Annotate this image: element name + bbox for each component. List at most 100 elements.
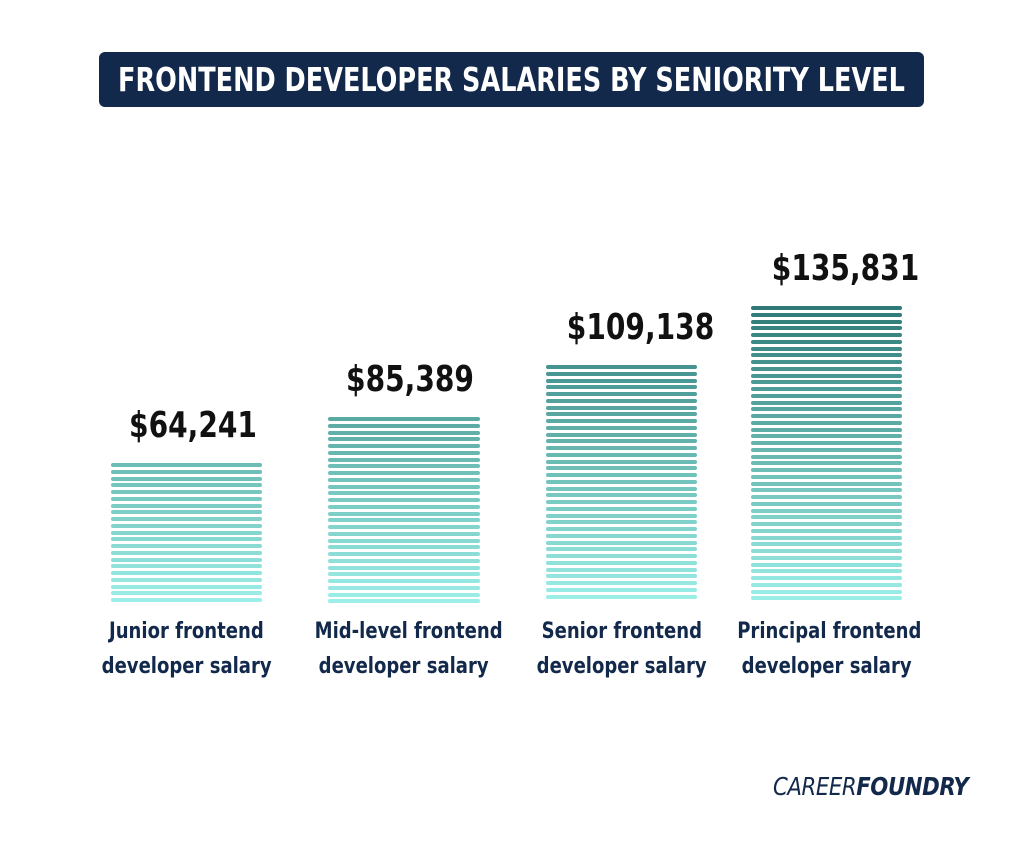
bar-group-junior: $64,241: [111, 0, 262, 604]
bar-stripe: [751, 312, 902, 317]
bar-stripe: [751, 515, 902, 520]
bar-stripe: [751, 495, 902, 499]
bar-stripe: [751, 528, 902, 533]
bar-stripe: [751, 393, 902, 398]
bar-stripe: [111, 537, 262, 542]
bar-stripe: [546, 398, 697, 403]
bar-stripe: [751, 373, 902, 378]
bar-stripe: [751, 434, 902, 439]
bar-stripe: [751, 360, 902, 364]
bar-stripe: [328, 599, 480, 604]
bar-stripe: [751, 427, 902, 432]
bar-stripe: [111, 523, 262, 528]
bar-stripe: [328, 531, 480, 536]
bar-stripe: [546, 567, 697, 572]
bar-stripe: [751, 508, 902, 513]
bar-stripe: [328, 538, 480, 543]
bar-stripe: [751, 468, 902, 472]
bar-stripe: [328, 585, 480, 590]
bar-stripe: [751, 380, 902, 385]
bar-stripe: [546, 547, 697, 552]
bar-stripe: [751, 387, 902, 391]
bar-stripe: [328, 504, 480, 509]
bar-stripe: [546, 560, 697, 565]
bar-stripe: [751, 353, 902, 358]
bar-stripe: [751, 576, 902, 580]
bar-stripe: [751, 319, 902, 324]
bar-junior: [111, 463, 262, 604]
bar-stripe: [328, 491, 480, 496]
bar-stripe: [546, 594, 697, 599]
bar-stripe: [751, 461, 902, 466]
bar-stripe: [328, 498, 480, 502]
value-label: $64,241: [129, 405, 257, 446]
bar-stripe: [751, 333, 902, 337]
bar-stripe: [328, 545, 480, 550]
bar-stripe: [546, 365, 697, 369]
bar-stripe: [328, 511, 480, 516]
bar-stripe: [546, 452, 697, 457]
bar-stripe: [546, 506, 697, 511]
bar-stripe: [751, 339, 902, 344]
bar-stripe: [751, 569, 902, 574]
bar-stripe: [111, 571, 262, 575]
bar-senior: [546, 365, 697, 604]
bar-stripe: [751, 454, 902, 459]
bar-stripe: [751, 447, 902, 452]
bar-stripe: [546, 520, 697, 525]
bar-stripe: [328, 464, 480, 469]
bar-stripe: [546, 412, 697, 417]
bar-stripe: [751, 562, 902, 567]
bar-stripe: [751, 326, 902, 331]
bar-stripe: [751, 549, 902, 553]
bar-stripe: [546, 473, 697, 477]
category-label-senior: Senior frontend developer salary: [536, 619, 707, 679]
bar-stripe: [546, 459, 697, 464]
bar-stripe: [751, 306, 902, 310]
bar-stripe: [546, 587, 697, 592]
bar-stripe: [546, 479, 697, 484]
bar-stripe: [328, 565, 480, 570]
bar-stripe: [111, 584, 262, 589]
bar-stripe: [328, 579, 480, 583]
bar-stripe: [751, 414, 902, 418]
bar-stripe: [751, 501, 902, 506]
bar-stripe: [111, 591, 262, 596]
bar-stripe: [111, 598, 262, 602]
bar-stripe: [546, 405, 697, 410]
category-label-principal: Principal frontend developer salary: [736, 619, 921, 679]
bar-stripe: [111, 496, 262, 501]
bar-stripe: [546, 371, 697, 376]
bar-stripe: [111, 469, 262, 474]
bar-stripe: [111, 550, 262, 555]
bar-stripe: [328, 430, 480, 435]
bar-stripe: [328, 484, 480, 489]
bar-stripe: [751, 481, 902, 486]
bar-stripe: [328, 437, 480, 442]
bar-stripe: [328, 417, 480, 421]
bar-stripe: [546, 486, 697, 491]
bar-stripe: [111, 544, 262, 548]
bar-stripe: [111, 490, 262, 494]
bar-stripe: [546, 385, 697, 390]
bar-stripe: [546, 581, 697, 585]
bar-group-mid-level: $85,389: [328, 0, 480, 604]
bar-stripe: [546, 419, 697, 423]
bar-stripe: [111, 564, 262, 569]
bar-stripe: [751, 366, 902, 371]
bar-stripe: [111, 517, 262, 521]
value-label: $85,389: [346, 359, 474, 400]
bar-stripe: [751, 555, 902, 560]
bar-stripe: [546, 540, 697, 545]
bar-stripe: [111, 476, 262, 481]
bar-stripe: [546, 425, 697, 430]
bar-principal: [751, 306, 902, 604]
bar-stripe: [546, 500, 697, 504]
bar-stripe: [546, 378, 697, 383]
bar-stripe: [111, 530, 262, 535]
bar-stripe: [328, 457, 480, 462]
bar-stripe: [751, 582, 902, 587]
bar-stripe: [328, 572, 480, 577]
bar-stripe: [546, 392, 697, 396]
bar-stripe: [546, 533, 697, 538]
